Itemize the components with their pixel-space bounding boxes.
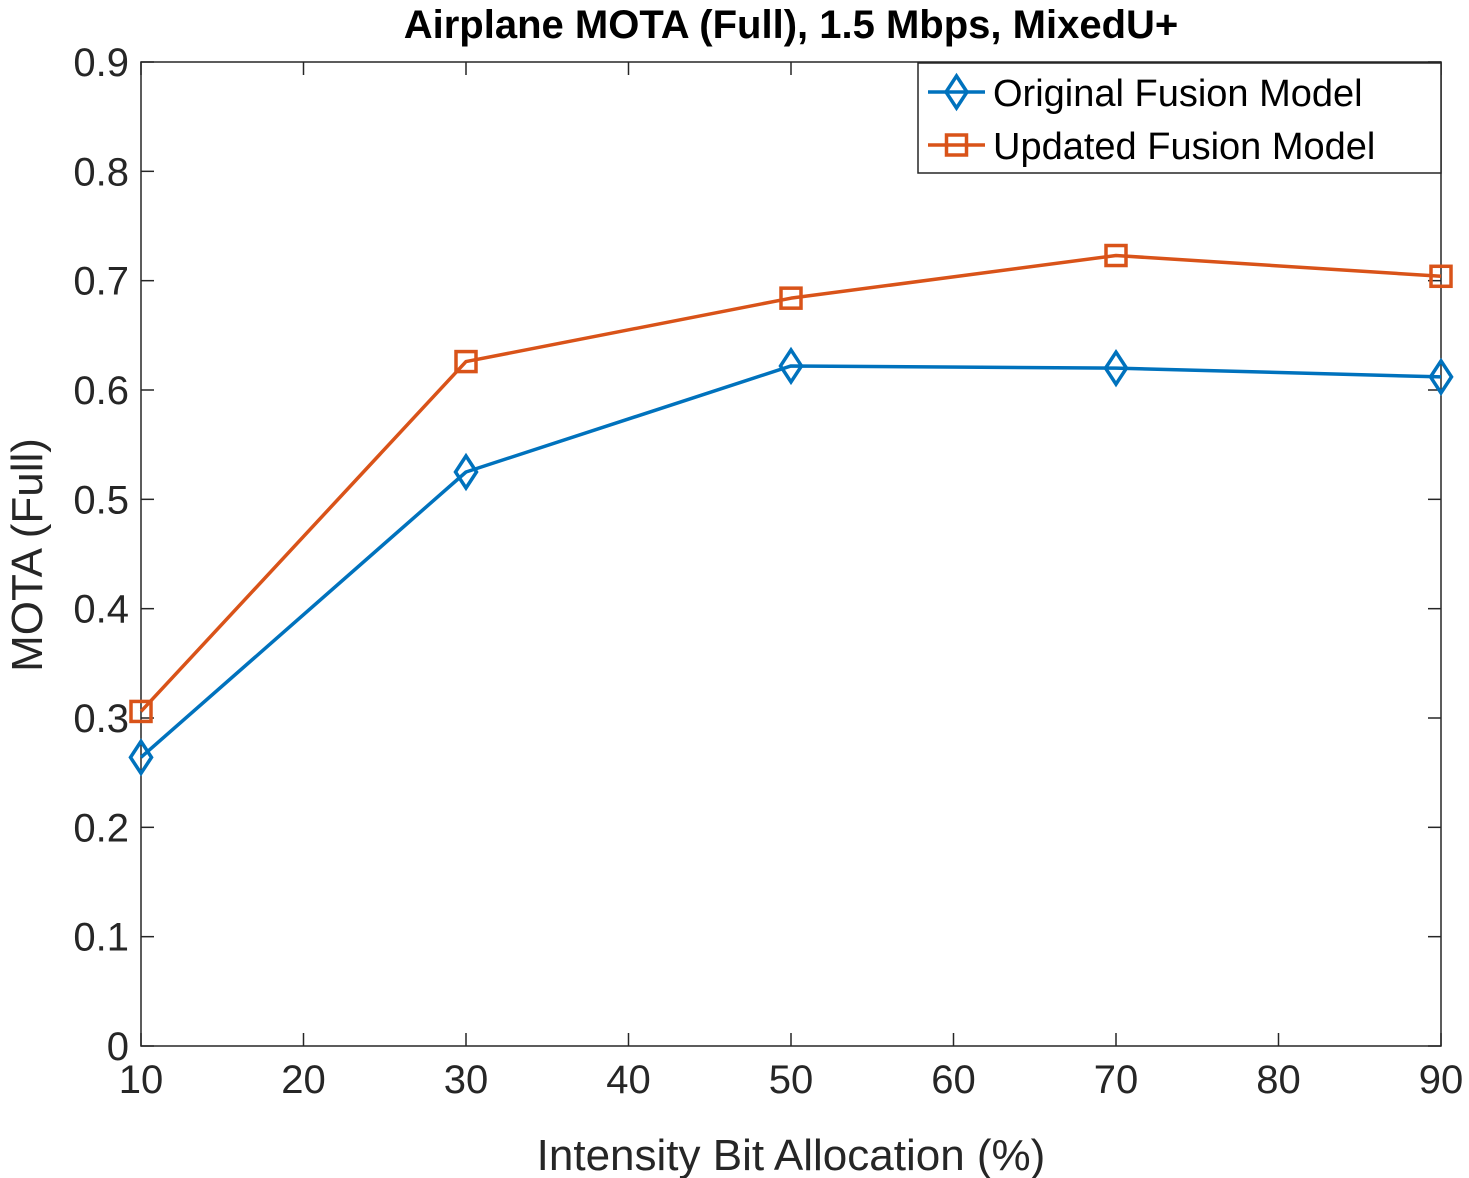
x-tick-label: 40	[606, 1058, 651, 1102]
y-tick-label: 0.4	[73, 588, 129, 632]
chart-title: Airplane MOTA (Full), 1.5 Mbps, MixedU+	[404, 3, 1179, 47]
legend-label-original: Original Fusion Model	[993, 73, 1363, 115]
x-axis-label: Intensity Bit Allocation (%)	[537, 1131, 1046, 1178]
x-tick-label: 60	[931, 1058, 976, 1102]
data-point-updated	[454, 349, 478, 374]
legend-label-updated: Updated Fusion Model	[993, 126, 1375, 168]
data-point-original	[778, 346, 804, 386]
y-tick-label: 0.9	[73, 41, 129, 85]
y-tick-label: 0.2	[73, 806, 129, 850]
x-tick-label: 10	[119, 1058, 164, 1102]
x-tick-label: 90	[1419, 1058, 1464, 1102]
plot-area: 10 20 30 40 50 60 70 80 90 0 0.1 0.2 0.3 0.4 0.5 0.6 0.7…	[73, 41, 1463, 1102]
legend: Original Fusion Model Updated Fusion Mod…	[917, 62, 1442, 174]
data-point-original	[453, 452, 479, 492]
x-tick-label: 30	[444, 1058, 489, 1102]
y-tick-label: 0.1	[73, 916, 129, 960]
y-tick-label: 0.3	[73, 697, 129, 741]
x-tick-label: 50	[769, 1058, 814, 1102]
series-line-updated	[139, 253, 1442, 713]
data-point-updated	[779, 286, 803, 310]
data-point-original	[1103, 348, 1129, 388]
x-tick-label: 70	[1094, 1058, 1139, 1102]
y-tick-label: 0.5	[73, 478, 129, 522]
data-point-original	[128, 738, 154, 777]
legend-box	[917, 62, 1442, 174]
y-tick-label: 0.7	[73, 260, 129, 304]
legend-marker-diamond	[943, 72, 970, 112]
data-point-updated	[1104, 243, 1128, 268]
y-tick-label: 0	[107, 1025, 129, 1069]
data-point-updated	[129, 699, 153, 724]
y-tick-label: 0.6	[73, 369, 129, 413]
y-axis-label: MOTA (Full)	[3, 438, 52, 672]
x-tick-label: 20	[281, 1058, 326, 1102]
legend-marker-square	[944, 133, 969, 157]
y-tick-label: 0.8	[73, 150, 129, 194]
data-point-updated	[1429, 264, 1453, 289]
data-point-original	[1428, 357, 1454, 397]
axes-box	[140, 61, 1442, 1047]
x-tick-label: 80	[1256, 1058, 1301, 1102]
series-line-original	[139, 364, 1442, 759]
